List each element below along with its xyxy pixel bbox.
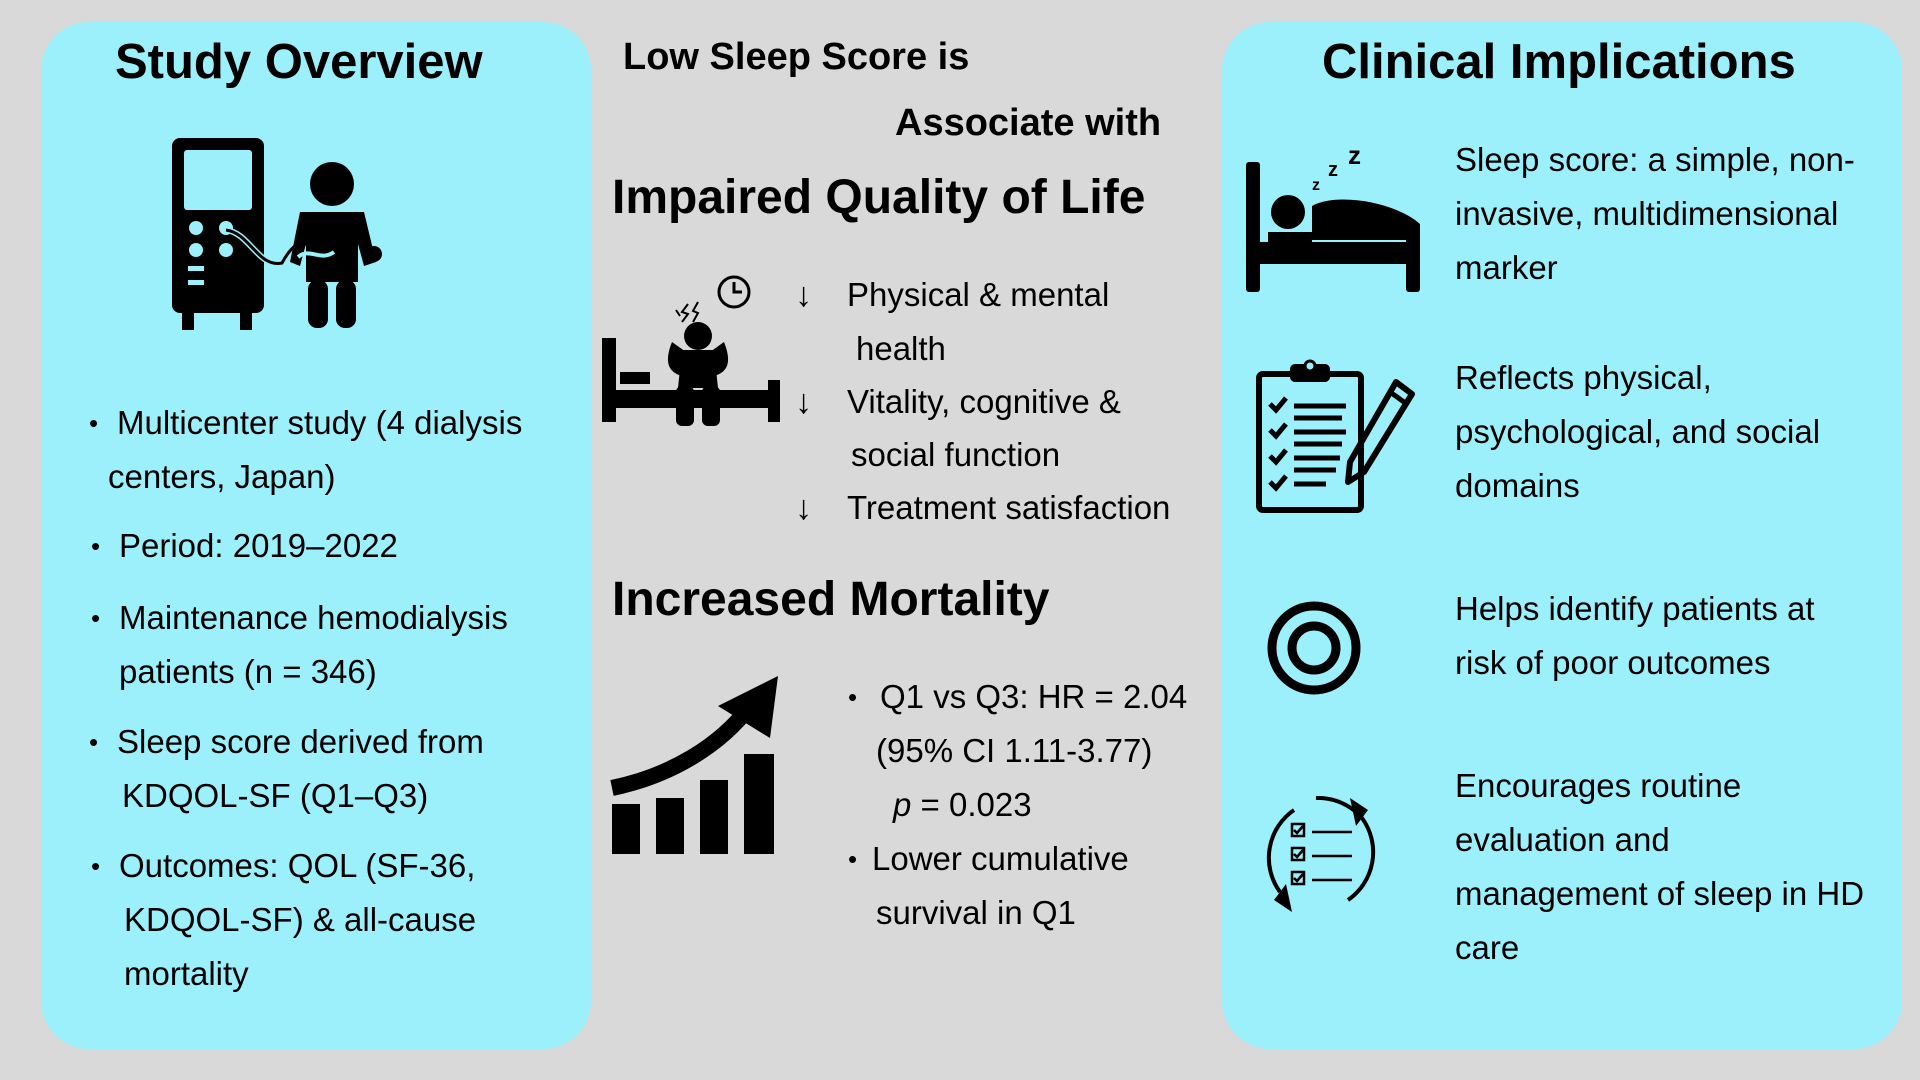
down-arrow-icon: ↓ [795,489,812,527]
patient-icon [290,162,382,328]
sleeping-bed-icon: z z z [1246,140,1420,292]
clinical-implications-title: Clinical Implications [1322,35,1796,89]
dialysis-machine-icon [172,138,312,330]
rising-bar-chart-icon [610,676,778,854]
qol-item-vitality: Vitality, cognitive & [847,383,1121,420]
study-overview-title: Study Overview [115,35,483,89]
bullet-sleep-score: • Sleep score derived from KDQOL-SF (Q1–… [89,723,484,814]
implication-identify-risk: Helps identify patients at risk of poor … [1455,590,1815,681]
qol-heading: Impaired Quality of Life [612,171,1146,224]
implication-reflects-domains: Reflects physical, psychological, and so… [1455,359,1821,504]
qol-item-physical: Physical & mental [847,276,1110,313]
bullet-patients: • Maintenance hemodialysis patients (n =… [91,599,508,690]
svg-text:z: z [1348,140,1361,170]
clipboard-checklist-icon [1256,359,1415,513]
mortality-hr: Q1 vs Q3: HR = 2.04 [880,678,1188,715]
mortality-heading: Increased Mortality [612,573,1050,626]
svg-text:z: z [1312,177,1320,194]
down-arrow-icon: ↓ [795,276,812,314]
insomnia-person-icon [602,275,780,426]
mortality-p-value: p = 0.023 [893,786,1032,823]
mortality-survival: Lower cumulative [872,840,1129,877]
cycle-checklist-icon [1266,795,1376,912]
mortality-ci: (95% CI 1.11-3.77) [876,732,1153,769]
bullet-dot: • [89,408,99,438]
down-arrow-icon: ↓ [795,383,812,421]
main-heading-line2: Associate with [895,102,1162,144]
bullet-outcomes: • Outcomes: QOL (SF-36, KDQOL-SF) & all-… [91,847,477,992]
qol-item-physical-cont: health [856,330,946,367]
mortality-survival-cont: survival in Q1 [876,894,1076,931]
clinical-implications-panel [1222,22,1902,1049]
qol-item-vitality-cont: social function [851,436,1061,473]
svg-text:z: z [1328,159,1338,181]
bullet-multicenter: • Multicenter study (4 dialysis centers,… [89,396,522,504]
implication-sleep-score: Sleep score: a simple, non- invasive, mu… [1455,141,1855,286]
main-heading-line1: Low Sleep Score is [623,36,970,78]
bullet-period: • Period: 2019–2022 [91,527,398,564]
target-icon [1267,601,1361,695]
implication-routine-evaluation: Encourages routine evaluation and manage… [1455,767,1865,966]
bullet-dot: • [848,682,858,712]
bullet-dot: • [848,844,858,874]
qol-item-treatment: Treatment satisfaction [847,489,1171,526]
